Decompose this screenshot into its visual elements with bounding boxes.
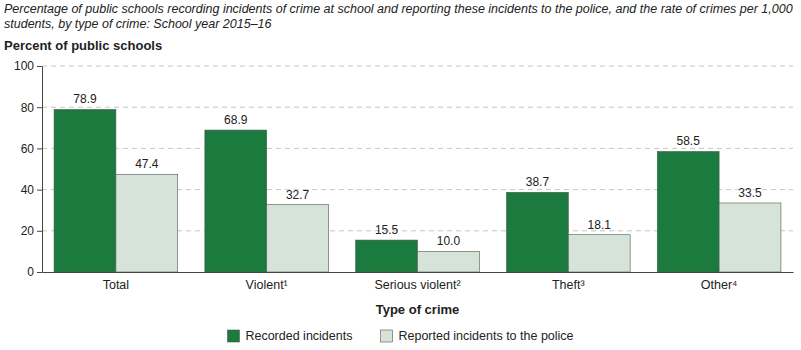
- x-tick: Theft³: [552, 278, 585, 292]
- data-label: 10.0: [437, 234, 461, 248]
- y-tick-label: 0: [27, 265, 34, 279]
- y-tick-mark: [37, 272, 42, 273]
- x-tick: Total: [103, 278, 129, 292]
- legend-swatch: [227, 330, 239, 342]
- y-axis: 0 20 40 60 80 100: [14, 59, 43, 279]
- data-label: 47.4: [135, 157, 159, 171]
- y-tick-label: 60: [21, 142, 35, 156]
- bar: [267, 205, 329, 272]
- data-label: 38.7: [526, 175, 550, 189]
- x-tick-label: Other⁴: [701, 278, 738, 292]
- data-label: 68.9: [224, 113, 248, 127]
- y-axis-title: Percent of public schools: [4, 38, 162, 53]
- legend-label: Reported incidents to the police: [398, 329, 573, 343]
- bar: [205, 130, 267, 272]
- bars: [54, 109, 781, 272]
- bar: [356, 240, 418, 272]
- y-tick-label: 40: [21, 183, 35, 197]
- bar: [418, 251, 480, 272]
- y-axis-line: [42, 67, 43, 273]
- data-labels: 78.9 68.9 15.5 38.7 58.5 47.4 32.7 10.0 18.1 33.5: [73, 92, 762, 248]
- grid-line: [42, 66, 793, 67]
- x-axis-line: [43, 272, 794, 273]
- grid-line: [42, 107, 793, 108]
- x-tick: Other⁴: [701, 278, 738, 292]
- legend-swatch: [380, 330, 392, 342]
- bar: [719, 203, 781, 272]
- x-tick: Serious violent²: [374, 278, 460, 292]
- chart-title: Percentage of public schools recording i…: [4, 2, 793, 31]
- y-tick-label: 20: [21, 224, 35, 238]
- bar: [568, 235, 630, 272]
- x-tick-label: Serious violent²: [374, 278, 460, 292]
- y-tick-mark: [37, 107, 42, 108]
- data-label: 32.7: [286, 188, 310, 202]
- legend-item: Recorded incidents: [227, 329, 352, 343]
- data-label: 15.5: [375, 223, 399, 237]
- data-label: 18.1: [588, 218, 612, 232]
- legend: Recorded incidents Reported incidents to …: [227, 329, 573, 343]
- y-tick-mark: [37, 190, 42, 191]
- bar: [506, 192, 568, 272]
- x-tick-label: Total: [103, 278, 129, 292]
- y-tick-label: 80: [21, 101, 35, 115]
- x-tick-label: Violent¹: [246, 278, 288, 292]
- data-label: 78.9: [73, 92, 97, 106]
- y-tick: 80: [21, 101, 42, 115]
- legend-item: Reported incidents to the police: [380, 329, 573, 343]
- data-label: 33.5: [738, 186, 762, 200]
- bar: [54, 109, 116, 272]
- data-label: 58.5: [677, 134, 701, 148]
- y-tick: 100: [14, 59, 42, 73]
- y-tick-mark: [37, 148, 42, 149]
- x-axis-title: Type of crime: [376, 302, 460, 317]
- bar: [657, 151, 719, 272]
- legend-label: Recorded incidents: [245, 329, 352, 343]
- y-tick: 40: [21, 183, 42, 197]
- y-tick-label: 100: [14, 59, 34, 73]
- y-tick: 60: [21, 142, 42, 156]
- x-axis: Total Violent¹ Serious violent² Theft³ Other…: [43, 273, 794, 292]
- y-tick: 0: [27, 265, 42, 279]
- y-tick: 20: [21, 224, 42, 238]
- x-tick-label: Theft³: [552, 278, 585, 292]
- y-tick-mark: [37, 231, 42, 232]
- bar: [116, 174, 178, 272]
- x-tick: Violent¹: [246, 278, 288, 292]
- y-tick-mark: [37, 66, 42, 67]
